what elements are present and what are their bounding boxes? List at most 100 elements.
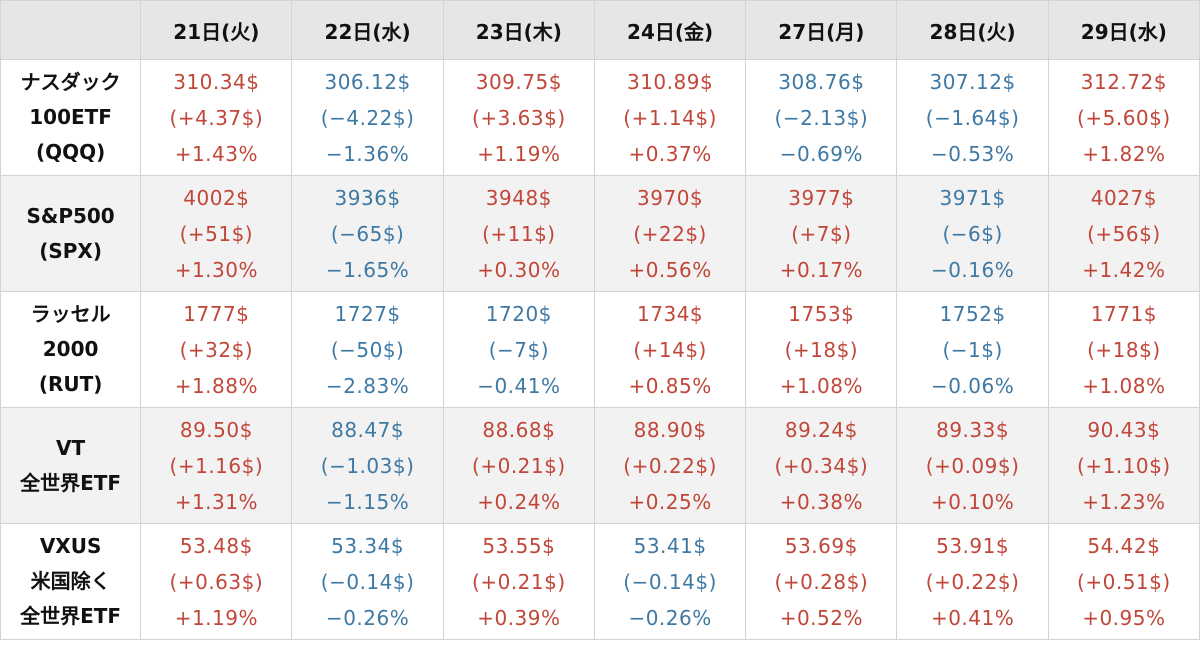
price-change: (+11$) <box>482 221 556 246</box>
header-day: 28日(火) <box>896 0 1049 60</box>
price-change: (+0.09$) <box>925 453 1020 478</box>
price-cell: 312.72$ (+5.60$) +1.82% <box>1047 59 1200 176</box>
row-label-line: 全世界ETF <box>20 604 122 628</box>
header-day: 21日(火) <box>140 0 293 60</box>
row-label-line: 2000 <box>42 337 99 361</box>
price-change: (+0.22$) <box>623 453 717 478</box>
price-cell: 53.34$ (−0.14$) −0.26% <box>291 523 444 640</box>
header-day: 23日(木) <box>442 0 595 60</box>
price-change: (−7$) <box>488 337 549 362</box>
price-value: 53.48$ <box>179 533 253 558</box>
price-change: (−50$) <box>330 337 405 362</box>
percent-change: +0.56% <box>628 257 712 282</box>
percent-change: +1.31% <box>174 489 258 514</box>
price-cell: 89.33$ (+0.09$) +0.10% <box>896 407 1049 524</box>
row-label-line: 米国除く <box>30 569 111 593</box>
header-day: 24日(金) <box>593 0 747 60</box>
percent-change: −0.16% <box>930 257 1015 282</box>
percent-change: −0.06% <box>930 373 1015 398</box>
price-change: (−1.64$) <box>925 105 1020 130</box>
percent-change: +0.25% <box>628 489 712 514</box>
price-cell: 3971$ (−6$) −0.16% <box>896 175 1049 292</box>
price-cell: 3970$ (+22$) +0.56% <box>593 175 747 292</box>
percent-change: +0.95% <box>1082 605 1166 630</box>
percent-change: −2.83% <box>325 373 410 398</box>
row-label-line: 100ETF <box>29 105 112 129</box>
price-value: 3971$ <box>939 185 1006 210</box>
percent-change: +0.52% <box>779 605 863 630</box>
price-cell: 3948$ (+11$) +0.30% <box>442 175 595 292</box>
price-cell: 53.91$ (+0.22$) +0.41% <box>896 523 1049 640</box>
percent-change: −0.26% <box>628 605 712 630</box>
price-change: (+4.37$) <box>169 105 264 130</box>
price-value: 4027$ <box>1090 185 1157 210</box>
percent-change: +0.37% <box>628 141 712 166</box>
price-cell: 88.90$ (+0.22$) +0.25% <box>593 407 747 524</box>
price-value: 53.34$ <box>331 533 405 558</box>
price-change: (+1.14$) <box>623 105 717 130</box>
price-cell: 1777$ (+32$) +1.88% <box>140 291 293 408</box>
price-change: (+32$) <box>179 337 254 362</box>
price-cell: 4002$ (+51$) +1.30% <box>140 175 293 292</box>
price-change: (+0.21$) <box>472 569 566 594</box>
price-value: 1720$ <box>485 301 552 326</box>
price-cell: 3936$ (−65$) −1.65% <box>291 175 444 292</box>
percent-change: +1.23% <box>1082 489 1166 514</box>
percent-change: +0.24% <box>477 489 561 514</box>
price-value: 1753$ <box>788 301 855 326</box>
price-cell: 90.43$ (+1.10$) +1.23% <box>1047 407 1200 524</box>
price-value: 89.24$ <box>784 417 858 442</box>
price-value: 89.50$ <box>179 417 253 442</box>
price-value: 53.69$ <box>784 533 858 558</box>
row-label-line: VT <box>56 435 86 460</box>
table-row: S&P500 (SPX) 4002$ (+51$) +1.30% 3936$ (−65$) −… <box>0 175 1200 292</box>
row-label-line: 全世界ETF <box>20 470 122 495</box>
price-change: (−6$) <box>942 221 1003 246</box>
price-change: (+56$) <box>1087 221 1161 246</box>
price-change: (+51$) <box>179 221 254 246</box>
price-change: (+0.63$) <box>169 569 264 594</box>
price-value: 310.89$ <box>626 69 714 94</box>
percent-change: +1.19% <box>174 605 258 630</box>
price-value: 1771$ <box>1090 301 1157 326</box>
price-cell: 53.69$ (+0.28$) +0.52% <box>745 523 898 640</box>
table-row: VT 全世界ETF 89.50$ (+1.16$) +1.31% 88.47$ (−1.03… <box>0 407 1200 524</box>
row-label-line: ラッセル <box>30 302 111 326</box>
percent-change: +1.42% <box>1082 257 1166 282</box>
price-change: (+18$) <box>784 337 859 362</box>
percent-change: −1.65% <box>325 257 410 282</box>
percent-change: −1.15% <box>325 489 410 514</box>
table-header: 21日(火) 22日(水) 23日(木) 24日(金) 27日(月) 28日(火… <box>0 0 1200 60</box>
price-cell: 3977$ (+7$) +0.17% <box>745 175 898 292</box>
row-label-line: (QQQ) <box>35 140 106 164</box>
row-label-line: ナスダック <box>20 70 121 94</box>
price-change: (+3.63$) <box>472 105 566 130</box>
table-row: ラッセル 2000 (RUT) 1777$ (+32$) +1.88% 1727$ (−50$… <box>0 291 1200 408</box>
table-row: ナスダック 100ETF (QQQ) 310.34$ (+4.37$) +1.43% 306… <box>0 59 1200 176</box>
price-value: 3936$ <box>334 185 401 210</box>
price-change: (+0.51$) <box>1077 569 1171 594</box>
percent-change: +0.17% <box>779 257 863 282</box>
percent-change: +0.38% <box>779 489 863 514</box>
row-label: ナスダック 100ETF (QQQ) <box>0 59 142 176</box>
percent-change: +1.30% <box>174 257 258 282</box>
row-label: VT 全世界ETF <box>0 407 142 524</box>
price-change: (−1.03$) <box>320 453 415 478</box>
price-value: 1734$ <box>637 301 704 326</box>
percent-change: −1.36% <box>325 141 410 166</box>
price-change: (+1.16$) <box>169 453 264 478</box>
percent-change: +0.85% <box>628 373 712 398</box>
price-cell: 1720$ (−7$) −0.41% <box>442 291 595 408</box>
price-change: (−1$) <box>942 337 1003 362</box>
price-change: (−65$) <box>330 221 405 246</box>
price-cell: 89.24$ (+0.34$) +0.38% <box>745 407 898 524</box>
row-label: S&P500 (SPX) <box>0 175 142 292</box>
price-cell: 306.12$ (−4.22$) −1.36% <box>291 59 444 176</box>
header-day: 29日(水) <box>1047 0 1200 60</box>
price-value: 88.47$ <box>331 417 405 442</box>
percent-change: +1.19% <box>477 141 561 166</box>
price-value: 54.42$ <box>1087 533 1161 558</box>
price-value: 53.41$ <box>633 533 707 558</box>
percent-change: −0.53% <box>930 141 1015 166</box>
price-cell: 1753$ (+18$) +1.08% <box>745 291 898 408</box>
